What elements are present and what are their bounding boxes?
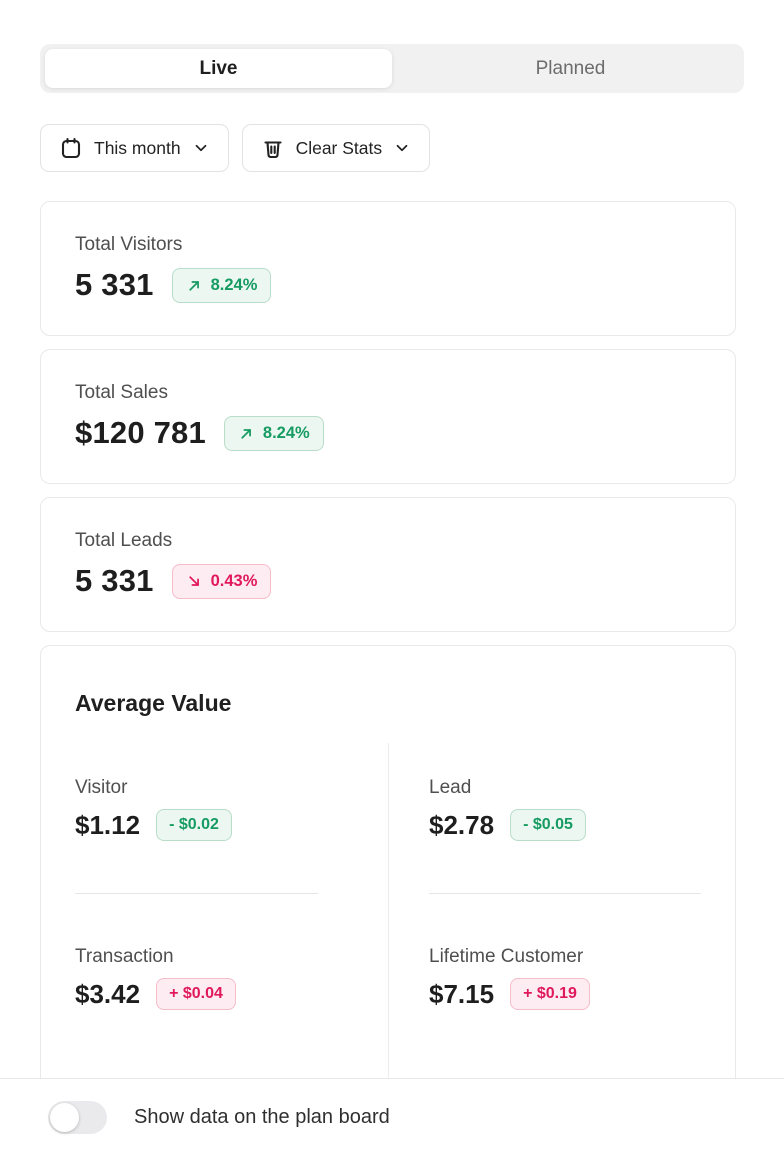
bottom-bar: Show data on the plan board	[0, 1078, 784, 1156]
avg-cell-transaction: Transaction $3.42 + $0.04	[75, 894, 318, 1114]
trend-badge-value: 8.24%	[262, 423, 310, 442]
trend-up-icon	[238, 425, 255, 442]
stat-value: 5 331	[75, 563, 154, 598]
average-value-card: Average Value Visitor $1.12 - $0.02 Lead…	[40, 645, 736, 1115]
delta-badge: + $0.19	[510, 978, 590, 1010]
toggle-knob	[50, 1103, 79, 1132]
stat-value: 5 331	[75, 267, 154, 302]
tab-live[interactable]: Live	[45, 49, 392, 88]
stat-label: Total Leads	[75, 530, 173, 551]
avg-value: $7.15	[429, 978, 495, 1009]
trend-down-icon	[186, 573, 203, 590]
avg-value: $1.12	[75, 809, 141, 840]
plan-board-toggle[interactable]	[48, 1101, 107, 1134]
delta-badge: - $0.05	[510, 809, 586, 841]
stats-panel: Live Planned This month	[40, 44, 744, 1115]
avg-cell-visitor: Visitor $1.12 - $0.02	[75, 743, 318, 894]
stat-card-total-leads: Total Leads 5 331 0.43%	[40, 497, 736, 632]
stat-label: Total Visitors	[75, 234, 183, 255]
chevron-down-icon	[192, 139, 210, 157]
calendar-icon	[59, 136, 83, 160]
stat-value: $120 781	[75, 415, 206, 450]
live-planned-tabs: Live Planned	[40, 44, 744, 93]
stat-card-total-visitors: Total Visitors 5 331 8.24%	[40, 201, 736, 336]
toolbar: This month Clear Stats	[40, 124, 744, 172]
delta-badge: - $0.02	[156, 809, 232, 841]
chevron-down-icon	[393, 139, 411, 157]
avg-label: Transaction	[75, 946, 174, 967]
avg-value: $3.42	[75, 978, 141, 1009]
clear-stats-label: Clear Stats	[295, 137, 383, 158]
average-value-grid: Visitor $1.12 - $0.02 Lead $2.78 - $0.05…	[41, 743, 735, 1114]
trend-up-icon	[186, 277, 203, 294]
clear-stats-dropdown-button[interactable]: Clear Stats	[241, 124, 431, 172]
plan-board-toggle-label: Show data on the plan board	[134, 1106, 390, 1128]
trend-badge: 8.24%	[223, 415, 324, 451]
avg-label: Visitor	[75, 777, 128, 798]
trend-badge: 0.43%	[171, 563, 272, 599]
trash-icon	[261, 136, 285, 160]
period-dropdown-label: This month	[94, 137, 181, 158]
trend-badge-value: 0.43%	[210, 571, 258, 590]
average-value-title: Average Value	[75, 690, 232, 716]
period-dropdown-button[interactable]: This month	[40, 124, 229, 172]
avg-cell-lifetime-customer: Lifetime Customer $7.15 + $0.19	[388, 894, 701, 1114]
trend-badge-value: 8.24%	[210, 275, 258, 294]
avg-value: $2.78	[429, 809, 495, 840]
avg-label: Lifetime Customer	[429, 946, 584, 967]
stat-card-total-sales: Total Sales $120 781 8.24%	[40, 349, 736, 484]
avg-cell-lead: Lead $2.78 - $0.05	[388, 743, 701, 894]
stat-label: Total Sales	[75, 382, 168, 403]
delta-badge: + $0.04	[156, 978, 236, 1010]
tab-planned[interactable]: Planned	[535, 57, 606, 79]
trend-badge: 8.24%	[171, 267, 272, 303]
avg-label: Lead	[429, 777, 472, 798]
